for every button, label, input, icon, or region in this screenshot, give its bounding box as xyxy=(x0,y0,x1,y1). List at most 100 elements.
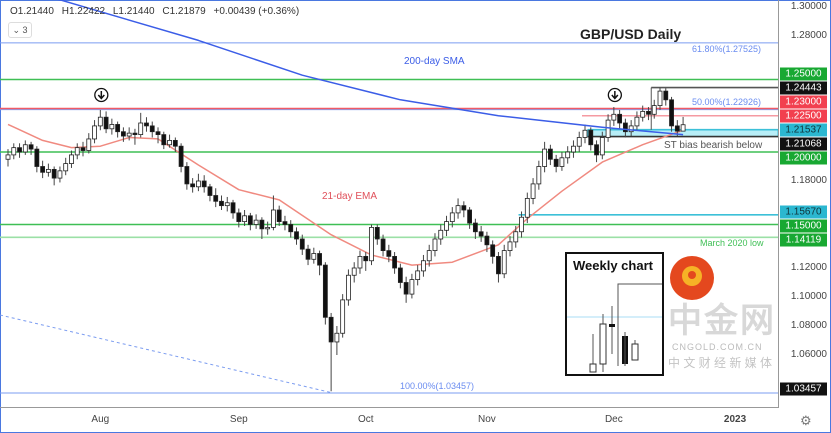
candle-body xyxy=(328,316,334,343)
candle-body xyxy=(92,125,97,140)
candle-body xyxy=(467,209,473,224)
candle-body xyxy=(45,168,51,173)
candle-body xyxy=(11,147,17,156)
candle-body xyxy=(594,144,599,156)
ema-label: 21-day EMA xyxy=(322,191,378,202)
candle-body xyxy=(536,166,542,185)
price-tick-label: 1.12000 xyxy=(790,262,827,273)
candle-body xyxy=(224,202,230,207)
candle-body xyxy=(236,212,242,222)
candle-body xyxy=(490,244,496,257)
candle-body xyxy=(547,148,553,160)
candle-body xyxy=(149,125,155,133)
watermark-domain: CNGOLD.COM.CN xyxy=(672,342,763,352)
time-tick-label: Nov xyxy=(478,414,496,425)
watermark-slogan: 中 文 财 经 新 媒 体 xyxy=(668,356,773,370)
ohlc-legend: O1.21440 H1.22422 L1.21440 C1.21879 +0.0… xyxy=(10,6,304,17)
indicator-toggle-button[interactable]: ⌄ 3 xyxy=(8,22,32,38)
candle-body xyxy=(311,253,317,260)
fib-50-label: 50.00%(1.22926) xyxy=(692,97,762,107)
candle-body xyxy=(478,231,484,237)
candle-body xyxy=(432,238,438,252)
candle-body xyxy=(397,267,403,283)
candle-body xyxy=(559,157,565,167)
candle-body xyxy=(640,111,646,118)
candle-body xyxy=(265,226,271,230)
candle-body xyxy=(201,180,207,188)
candle-body xyxy=(322,264,328,318)
candle-body xyxy=(51,168,57,179)
candle-body xyxy=(634,116,640,127)
settings-gear-icon[interactable]: ⚙ xyxy=(800,413,812,428)
price-level-tag: 1.24443 xyxy=(780,81,827,95)
candle-body xyxy=(605,119,611,138)
weekly-chart-inset: Weekly chart xyxy=(565,252,664,376)
candle-body xyxy=(155,131,161,135)
candle-body xyxy=(628,125,634,133)
candle-body xyxy=(196,180,201,188)
candle-body xyxy=(80,147,86,151)
price-chart[interactable] xyxy=(0,0,778,407)
candle-body xyxy=(421,260,426,272)
close-value: C1.21879 xyxy=(162,6,206,17)
candle-body xyxy=(40,166,46,173)
candle-body xyxy=(28,144,34,150)
candle-body xyxy=(409,279,415,295)
candle-body xyxy=(161,134,167,146)
price-tick-label: 1.06000 xyxy=(790,349,827,360)
candle-body xyxy=(524,197,530,218)
candle-body xyxy=(657,90,663,106)
time-tick-label: Sep xyxy=(229,414,248,425)
candle-body xyxy=(299,238,305,250)
arrow-down-icon xyxy=(97,91,105,100)
time-tick-label: Aug xyxy=(91,414,110,425)
sma-label: 200-day SMA xyxy=(404,56,465,67)
candle-body xyxy=(172,139,178,147)
candle-body xyxy=(230,202,236,214)
price-level-tag: 1.21068 xyxy=(780,137,827,151)
candle-body xyxy=(138,122,144,136)
candle-body xyxy=(57,170,63,179)
price-tick-label: 1.08000 xyxy=(790,320,827,331)
candle-body xyxy=(461,205,467,211)
candle-body xyxy=(271,209,276,228)
candle-body xyxy=(97,116,103,127)
dashed-trendline xyxy=(0,314,334,394)
time-tick-label: Dec xyxy=(604,414,623,425)
chart-title: GBP/USD Daily xyxy=(580,26,682,42)
price-tick-label: 1.10000 xyxy=(790,291,827,302)
candle-body xyxy=(663,90,669,101)
candle-body xyxy=(622,122,628,133)
candle-body xyxy=(282,221,288,225)
candle-body xyxy=(167,139,172,146)
candle-body xyxy=(484,235,490,246)
candle-body xyxy=(599,137,605,156)
candle-body xyxy=(415,270,421,280)
candle-body xyxy=(288,224,294,233)
candle-body xyxy=(178,145,184,167)
ema21-line xyxy=(7,123,684,266)
candle-body xyxy=(674,125,680,132)
candle-body xyxy=(449,212,455,222)
candle-body xyxy=(571,145,576,153)
candle-body xyxy=(438,229,444,240)
price-axis[interactable]: 1.30000 1.28000 1.18000 1.12000 1.10000 1.080… xyxy=(778,0,831,408)
price-tick-label: 1.18000 xyxy=(790,175,827,186)
candle-body xyxy=(576,137,582,147)
candle-body xyxy=(253,219,259,225)
candle-body xyxy=(184,166,190,185)
candle-body xyxy=(109,124,115,130)
price-level-tag: 1.21537 xyxy=(780,123,827,137)
arrow-down-icon xyxy=(611,91,619,100)
candle-body xyxy=(334,332,340,343)
price-level-tag: 1.20000 xyxy=(780,151,827,165)
candle-body xyxy=(190,183,196,188)
candle-body xyxy=(115,124,121,133)
candle-body xyxy=(530,183,536,199)
indicator-count: 3 xyxy=(22,25,28,35)
weekly-candles-image xyxy=(567,283,662,373)
price-level-tag: 1.03457 xyxy=(780,382,827,396)
low-value: L1.21440 xyxy=(112,6,155,17)
candle-body xyxy=(213,195,219,202)
candle-body xyxy=(369,226,374,262)
